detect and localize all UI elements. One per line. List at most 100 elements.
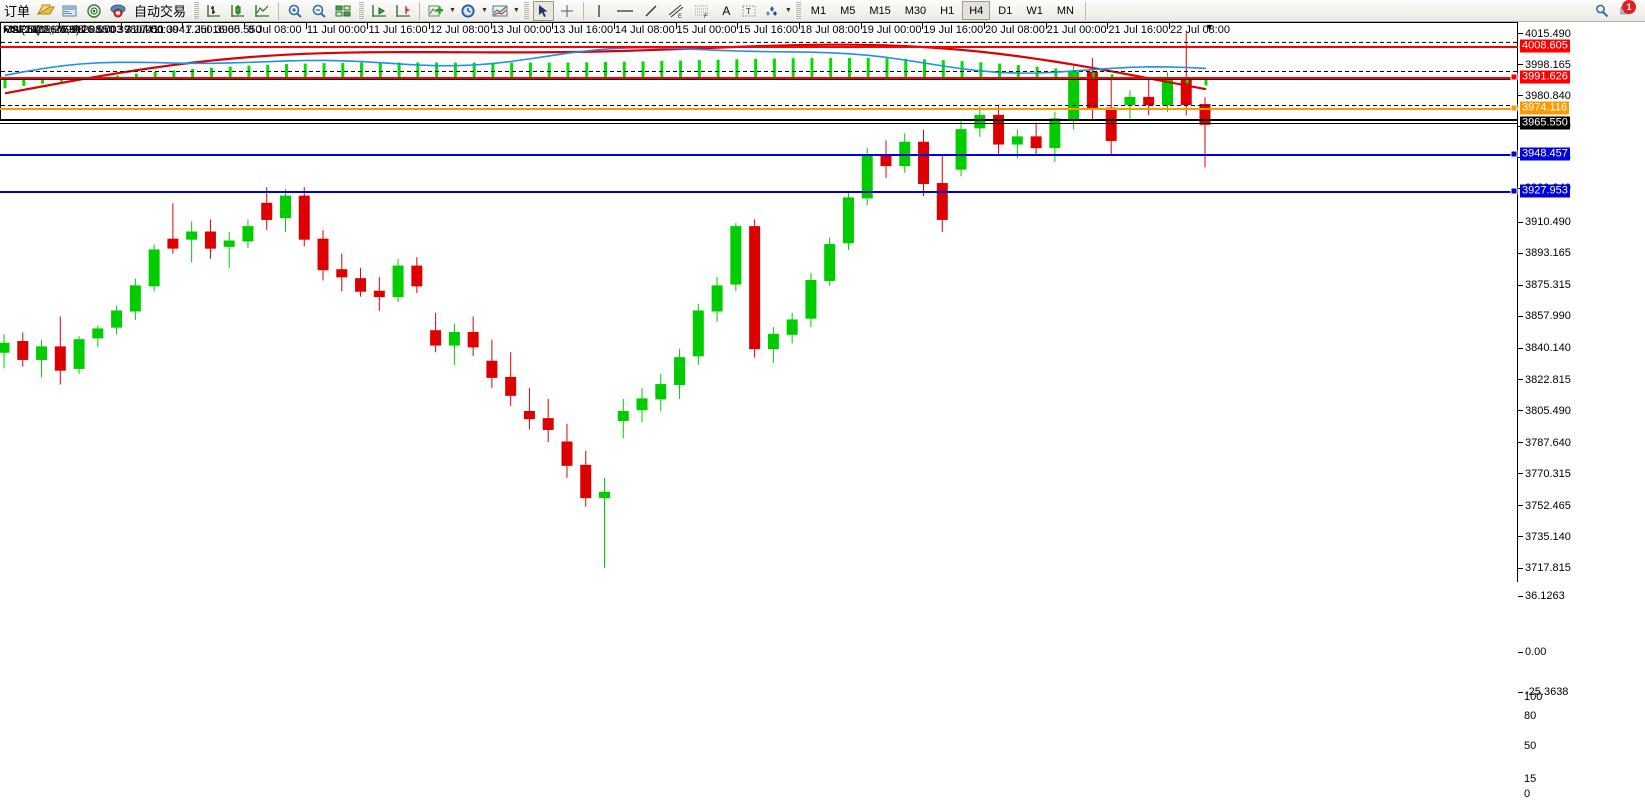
price-level-handle[interactable]	[1510, 73, 1518, 81]
autotrading-label[interactable]: 自动交易	[134, 4, 187, 19]
price-axis[interactable]: 4015.4903998.1653980.8403963.9903946.665…	[1518, 22, 1645, 810]
price-level-handle[interactable]	[1510, 104, 1518, 112]
price-tick: 3770.315	[1518, 468, 1571, 480]
svg-text:F: F	[704, 14, 708, 19]
toolbar-separator-3	[582, 1, 584, 20]
price-tick: 3787.640	[1518, 437, 1571, 449]
cursor-icon[interactable]	[532, 0, 554, 21]
timeframe-d1[interactable]: D1	[998, 4, 1013, 17]
toolbar-separator	[278, 1, 280, 20]
price-tick: 3875.315	[1518, 279, 1571, 291]
period-dropdown-caret[interactable]: ▼	[480, 7, 488, 14]
price-level-handle[interactable]	[1510, 150, 1518, 158]
price-level-line[interactable]	[0, 46, 1518, 49]
macd-tick: 0.00	[1518, 646, 1546, 658]
collapse-arrow-icon[interactable]: ▼	[2, 26, 9, 34]
yellow-folder-icon[interactable]	[35, 1, 57, 21]
timeframe-w1[interactable]: W1	[1026, 4, 1043, 17]
time-axis-separator	[244, 23, 245, 29]
horizontal-line-icon[interactable]	[612, 1, 638, 21]
toolbar-right-group: 1	[1590, 0, 1645, 21]
objects-dropdown-caret[interactable]: ▼	[784, 7, 792, 14]
time-axis-label: 12 Jul 08:00	[429, 24, 490, 36]
text-icon[interactable]: A	[722, 3, 731, 18]
macd-label: MACD(12,26,9) 28.0703 31.7411	[3, 24, 165, 36]
auto-scroll-icon[interactable]	[368, 1, 390, 21]
tile-windows-icon[interactable]	[332, 1, 354, 21]
time-axis-label: 22 Jul 08:00	[1170, 24, 1230, 36]
market-watch-icon[interactable]	[83, 1, 105, 21]
time-axis-separator	[1107, 23, 1108, 29]
chart-shift-icon[interactable]	[392, 1, 414, 21]
time-axis-separator	[614, 23, 615, 29]
timeframe-m5[interactable]: M5	[840, 4, 856, 17]
text-label-icon[interactable]: T	[739, 1, 760, 21]
time-axis-separator	[861, 23, 862, 29]
price-level-line[interactable]	[0, 76, 1518, 79]
price-tick: 3752.465	[1518, 500, 1571, 512]
bar-chart-icon[interactable]	[203, 1, 225, 21]
price-tick: 3910.490	[1518, 216, 1571, 228]
search-icon[interactable]	[1591, 1, 1612, 21]
data-window-icon[interactable]	[59, 1, 81, 21]
orders-label[interactable]: 订单	[4, 4, 31, 19]
price-level-line[interactable]	[0, 154, 1518, 156]
price-axis-label[interactable]: 3927.953	[1520, 184, 1570, 198]
equidistant-channel-icon[interactable]: E	[664, 1, 688, 21]
objects-list-icon[interactable]	[762, 1, 783, 21]
candlestick-series	[0, 32, 1211, 568]
price-level-line[interactable]	[0, 190, 1518, 193]
toolbar-grip[interactable]	[193, 1, 200, 20]
timeframe-m15[interactable]: M15	[869, 4, 891, 17]
time-axis-label: 7 Jul 16:00	[186, 24, 240, 36]
price-pane[interactable]: ▼ SP500-,H4 3976.550 3980.050 3941.250 39…	[0, 22, 1518, 582]
trendline-icon[interactable]	[640, 1, 662, 21]
indicator-dropdown-caret[interactable]: ▼	[449, 7, 456, 14]
add-indicator-icon[interactable]	[425, 1, 447, 21]
time-axis-separator	[182, 23, 183, 29]
price-level-line[interactable]	[0, 123, 1518, 125]
time-axis: Jul 2022 6 Jul 08:00 7 Jul 00:00 7 Jul 16:0…	[0, 22, 1518, 37]
symbol-header: ▼ SP500-,H4 3976.550 3980.050 3941.250 39…	[2, 24, 262, 36]
candlestick-chart-icon[interactable]	[227, 1, 249, 21]
svg-text:E: E	[678, 14, 682, 19]
price-axis-label[interactable]: 3974.116	[1520, 101, 1570, 115]
vertical-line-icon[interactable]	[589, 1, 610, 21]
price-tick: 3822.815	[1518, 374, 1571, 386]
templates-icon[interactable]	[489, 1, 511, 21]
toolbar-grip-3[interactable]	[522, 1, 529, 20]
rsi-tick: 50	[1524, 739, 1537, 752]
toolbar-grip-2[interactable]	[358, 1, 365, 20]
timeframe-h1[interactable]: H1	[940, 4, 955, 17]
time-axis-label: 21 Jul 00:00	[1046, 24, 1107, 36]
toolbar-grip-4[interactable]	[794, 1, 801, 20]
rsi-tick: 100	[1524, 691, 1543, 703]
time-axis-label: 18 Jul 08:00	[799, 24, 860, 36]
price-level-handle[interactable]	[1510, 187, 1518, 195]
price-axis-label[interactable]: 3948.457	[1520, 147, 1570, 161]
price-level-line[interactable]	[0, 107, 1518, 110]
period-clock-icon[interactable]	[457, 1, 479, 21]
timeframe-m1[interactable]: M1	[810, 4, 827, 17]
line-chart-icon[interactable]	[251, 1, 273, 21]
zoom-out-icon[interactable]	[308, 1, 330, 21]
timeframe-m30[interactable]: M30	[904, 4, 927, 17]
templates-dropdown-caret[interactable]: ▼	[512, 7, 520, 14]
crosshair-icon[interactable]	[556, 1, 578, 21]
time-axis-separator	[306, 23, 307, 29]
time-axis-separator	[676, 23, 677, 29]
autotrading-icon[interactable]	[107, 1, 129, 21]
timeframe-mn[interactable]: MN	[1056, 4, 1074, 17]
timeframe-h4[interactable]: H4	[962, 1, 991, 20]
rsi-label: RSI(14) 56.8998	[3, 24, 84, 36]
price-axis-label[interactable]: 3991.626	[1520, 70, 1570, 84]
price-tick: 3998.165	[1518, 59, 1571, 71]
notifications-icon[interactable]: 1	[1614, 0, 1636, 21]
svg-text:T: T	[746, 7, 751, 16]
price-axis-label[interactable]: 4008.605	[1520, 39, 1570, 53]
fibonacci-icon[interactable]: F	[690, 1, 714, 21]
price-axis-label[interactable]: 3965.550	[1520, 116, 1570, 130]
toolbar-separator-4	[1084, 1, 1086, 20]
zoom-in-icon[interactable]	[284, 1, 306, 21]
time-axis-separator	[737, 23, 738, 29]
